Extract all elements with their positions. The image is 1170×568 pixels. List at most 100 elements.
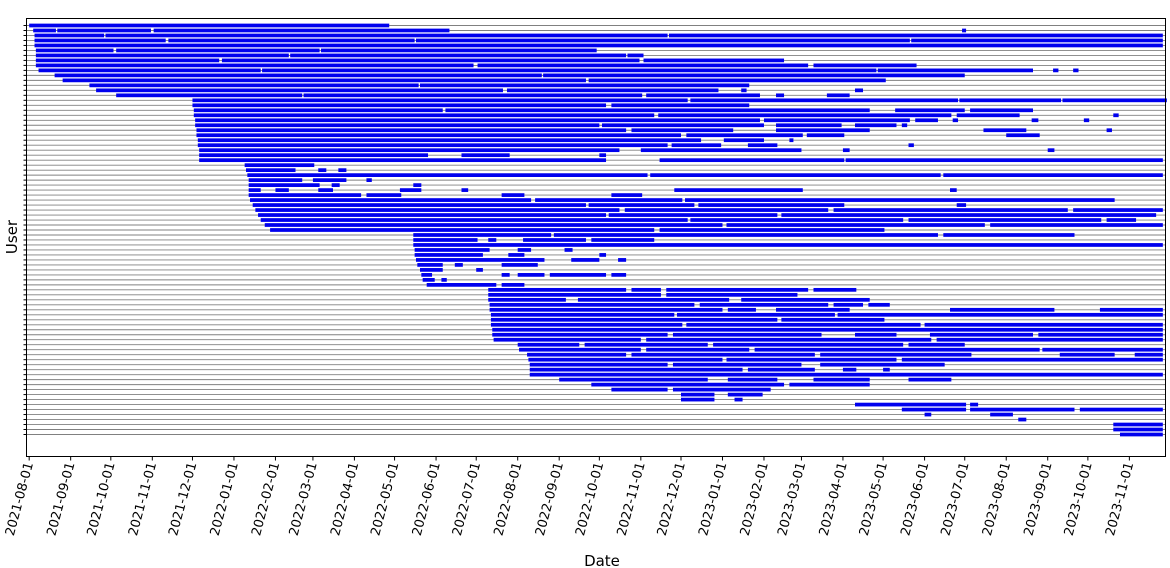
activity-bar bbox=[842, 148, 850, 153]
activity-bar bbox=[528, 357, 723, 362]
activity-bar bbox=[959, 98, 1062, 103]
activity-bar bbox=[1099, 307, 1163, 312]
activity-bar bbox=[34, 33, 105, 38]
activity-bar bbox=[199, 158, 607, 163]
activity-bar bbox=[492, 332, 668, 337]
activity-bar bbox=[727, 377, 778, 382]
activity-bar bbox=[854, 88, 864, 93]
activity-bar bbox=[723, 138, 764, 143]
activity-bar bbox=[248, 188, 261, 192]
activity-bar bbox=[924, 412, 932, 417]
activity-bar bbox=[331, 183, 340, 187]
activity-bar bbox=[454, 263, 463, 267]
activity-bar bbox=[1042, 347, 1163, 352]
activity-bar bbox=[492, 327, 1163, 332]
activity-bar bbox=[658, 113, 952, 118]
activity-bar bbox=[666, 292, 798, 297]
activity-bar bbox=[517, 273, 545, 277]
activity-bar bbox=[501, 283, 525, 287]
activity-bar bbox=[929, 332, 1033, 337]
activity-bar bbox=[690, 98, 959, 103]
activity-bar bbox=[1113, 422, 1163, 427]
activity-bar bbox=[527, 352, 627, 357]
activity-bar bbox=[599, 153, 607, 158]
activity-bar bbox=[820, 362, 945, 367]
activity-bar bbox=[826, 93, 850, 98]
activity-bar bbox=[35, 48, 114, 53]
x-tick-label: 2023-09-01 bbox=[1022, 461, 1056, 538]
activity-bar bbox=[741, 88, 747, 93]
activity-bar bbox=[842, 367, 857, 372]
activity-bar bbox=[901, 357, 1163, 362]
activity-bar bbox=[34, 38, 166, 43]
activity-bar bbox=[646, 337, 932, 342]
activity-bar bbox=[901, 123, 908, 128]
activity-bar bbox=[611, 273, 627, 277]
activity-bar bbox=[854, 332, 897, 337]
activity-bar bbox=[924, 322, 1163, 327]
activity-bar bbox=[680, 397, 715, 402]
activity-bar bbox=[96, 88, 503, 93]
activity-bar bbox=[781, 317, 885, 322]
activity-bar bbox=[248, 183, 320, 187]
activity-bar bbox=[501, 263, 538, 267]
activity-bar bbox=[781, 213, 1157, 217]
activity-bar bbox=[990, 412, 1013, 417]
activity-bar bbox=[666, 287, 809, 292]
activity-bar bbox=[1062, 98, 1167, 103]
activity-bar bbox=[611, 193, 643, 197]
activity-bar bbox=[192, 103, 607, 108]
activity-bar bbox=[529, 367, 743, 372]
activity-bar bbox=[535, 198, 683, 202]
activity-bar bbox=[488, 292, 661, 297]
activity-bar bbox=[845, 158, 1163, 163]
activity-bar bbox=[415, 258, 545, 262]
activity-bar bbox=[252, 203, 586, 207]
x-tick-label: 2021-12-01 bbox=[166, 461, 200, 538]
activity-bar bbox=[490, 317, 778, 322]
activity-bar bbox=[631, 287, 661, 292]
activity-bar bbox=[643, 58, 785, 63]
x-tick-label: 2022-11-01 bbox=[615, 461, 649, 538]
activity-bar bbox=[813, 377, 870, 382]
activity-bar bbox=[690, 218, 904, 222]
activity-bar bbox=[34, 43, 1163, 48]
activity-bar bbox=[646, 347, 750, 352]
activity-bar bbox=[883, 367, 890, 372]
activity-bar bbox=[553, 233, 938, 237]
activity-bar bbox=[1113, 427, 1163, 432]
activity-bar bbox=[1106, 218, 1137, 222]
activity-bar bbox=[197, 143, 668, 148]
x-tick-label: 2023-01-01 bbox=[696, 461, 730, 538]
activity-bar bbox=[611, 103, 750, 108]
activity-bar bbox=[199, 153, 429, 158]
activity-bar bbox=[672, 362, 802, 367]
x-tick-label: 2022-06-01 bbox=[410, 461, 444, 538]
activity-bar bbox=[685, 198, 1115, 202]
activity-bar bbox=[275, 188, 289, 192]
activity-bar bbox=[564, 248, 573, 252]
y-axis-ticks bbox=[23, 25, 27, 435]
x-tick-label: 2022-12-01 bbox=[655, 461, 689, 538]
activity-bar bbox=[990, 223, 1163, 227]
activity-bar bbox=[631, 128, 734, 133]
activity-bar bbox=[35, 53, 289, 58]
activity-bar bbox=[35, 58, 220, 63]
activity-bar bbox=[754, 347, 1040, 352]
activity-bar bbox=[441, 278, 447, 282]
activity-bar bbox=[421, 273, 433, 277]
activity-bar bbox=[489, 302, 695, 307]
activity-bar bbox=[413, 233, 552, 237]
activity-bar bbox=[414, 248, 490, 252]
plot-frame bbox=[26, 18, 1166, 457]
activity-bar bbox=[698, 203, 845, 207]
activity-bar bbox=[199, 148, 620, 153]
activity-bars bbox=[29, 23, 1167, 437]
activity-bar bbox=[461, 188, 469, 192]
activity-bar bbox=[116, 48, 320, 53]
x-tick-label: 2022-08-01 bbox=[492, 461, 526, 538]
activity-bar bbox=[193, 108, 443, 113]
activity-bar bbox=[422, 278, 435, 282]
activity-bar bbox=[895, 108, 965, 113]
activity-bar bbox=[727, 392, 763, 397]
